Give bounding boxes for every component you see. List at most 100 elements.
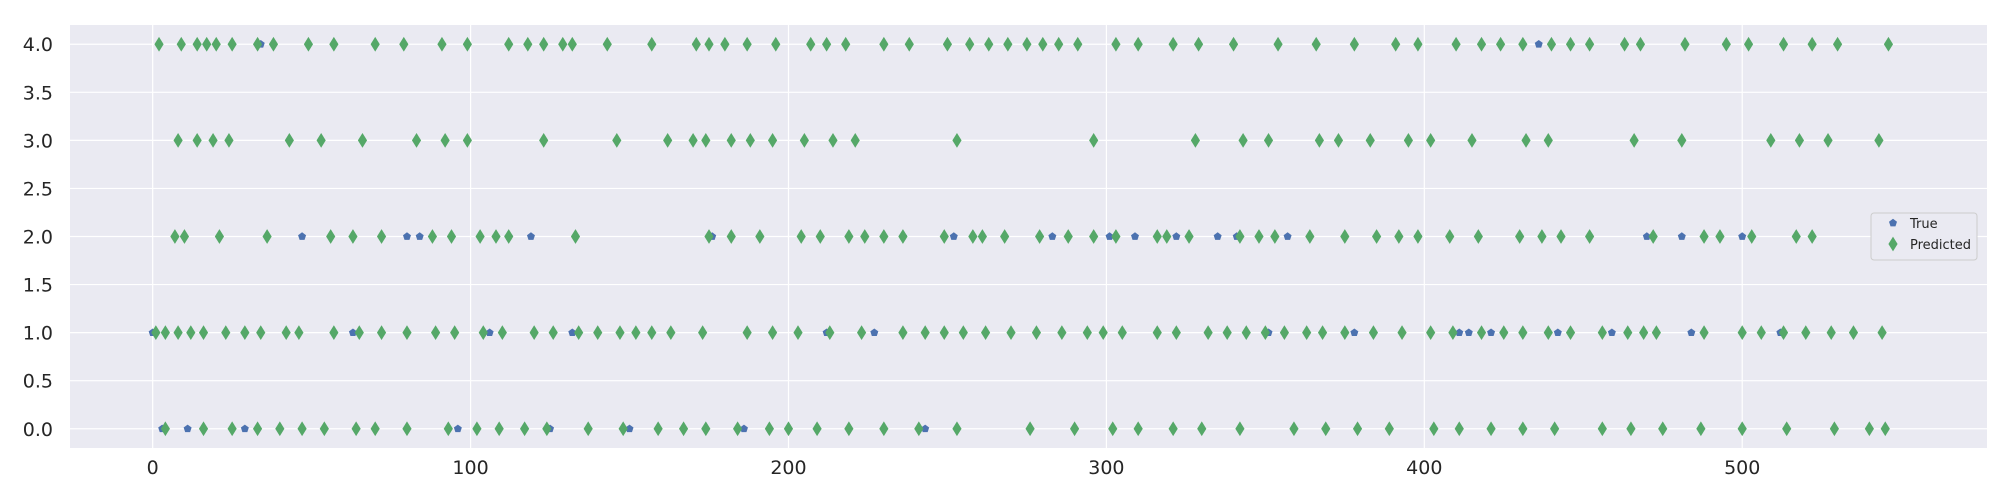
point-predicted	[1235, 421, 1245, 437]
point-true	[921, 424, 930, 433]
point-predicted	[252, 421, 263, 437]
point-predicted	[612, 132, 622, 148]
y-tick-label: 2.5	[23, 178, 53, 200]
point-predicted	[1597, 325, 1607, 341]
point-predicted	[952, 421, 962, 437]
point-predicted	[297, 421, 307, 437]
x-tick-label: 400	[1406, 457, 1442, 479]
point-predicted	[558, 36, 568, 52]
point-predicted	[850, 132, 860, 148]
point-true	[1687, 328, 1696, 337]
point-predicted	[914, 421, 924, 437]
point-predicted	[1451, 36, 1461, 52]
point-predicted	[726, 132, 736, 148]
point-predicted	[1426, 132, 1436, 148]
point-predicted	[1168, 36, 1178, 52]
point-predicted	[602, 36, 612, 52]
point-true	[739, 424, 748, 433]
point-predicted	[1623, 325, 1633, 341]
point-predicted	[1794, 132, 1805, 148]
point-predicted	[1848, 325, 1859, 341]
point-predicted	[1391, 36, 1401, 52]
point-predicted	[1597, 421, 1607, 437]
point-predicted	[446, 229, 457, 244]
point-predicted	[1184, 229, 1194, 244]
point-predicted	[1518, 325, 1528, 341]
point-true	[1607, 328, 1616, 337]
point-predicted	[1499, 325, 1509, 341]
point-predicted	[504, 36, 514, 52]
point-predicted	[1057, 325, 1067, 341]
point-predicted	[1877, 325, 1887, 341]
point-predicted	[1495, 36, 1506, 52]
point-predicted	[1550, 421, 1560, 437]
point-predicted	[1413, 229, 1423, 244]
point-true	[1534, 40, 1543, 48]
point-predicted	[647, 325, 657, 341]
point-predicted	[965, 36, 975, 52]
point-predicted	[1747, 229, 1757, 244]
point-predicted	[1486, 421, 1496, 437]
point-predicted	[898, 229, 908, 244]
point-predicted	[1340, 325, 1350, 341]
point-predicted	[427, 229, 438, 244]
point-true	[1677, 232, 1686, 240]
point-predicted	[1585, 36, 1595, 52]
point-predicted	[1000, 229, 1010, 244]
point-predicted	[1426, 325, 1436, 341]
point-true	[1455, 328, 1464, 337]
point-predicted	[440, 132, 450, 148]
point-predicted	[764, 421, 775, 437]
x-tick-label: 300	[1088, 457, 1124, 479]
point-predicted	[1171, 325, 1181, 341]
point-true	[1131, 232, 1139, 240]
point-predicted	[437, 36, 447, 52]
point-predicted	[173, 325, 183, 341]
point-predicted	[221, 325, 231, 341]
point-predicted	[160, 421, 170, 437]
point-predicted	[1658, 421, 1668, 437]
point-predicted	[491, 229, 501, 244]
point-predicted	[860, 229, 870, 244]
legend-predicted-marker	[1888, 236, 1898, 252]
y-tick-label: 3.0	[23, 130, 53, 152]
point-predicted	[1349, 36, 1359, 52]
point-predicted	[1467, 132, 1477, 148]
point-true	[1487, 328, 1496, 337]
point-predicted	[411, 132, 422, 148]
point-predicted	[1801, 325, 1811, 341]
point-predicted	[256, 325, 266, 341]
point-predicted	[539, 132, 549, 148]
y-tick-label: 4.0	[23, 34, 53, 56]
point-true	[485, 328, 494, 337]
point-predicted	[1069, 421, 1080, 437]
point-predicted	[1537, 229, 1547, 244]
point-true	[870, 328, 879, 337]
point-predicted	[767, 132, 778, 148]
legend-true-label: True	[1909, 217, 1938, 232]
point-predicted	[1565, 325, 1576, 341]
point-predicted	[968, 229, 978, 244]
y-axis-tick-labels: 0.0 0.5 1.0 1.5 2.0 2.5 3.0 3.5 4.0	[23, 34, 53, 441]
point-predicted	[904, 36, 914, 52]
point-predicted	[173, 132, 183, 148]
point-predicted	[1197, 421, 1207, 437]
point-predicted	[494, 421, 504, 437]
point-predicted	[1864, 421, 1874, 437]
point-true	[348, 328, 357, 337]
point-predicted	[1413, 36, 1423, 52]
point-predicted	[268, 36, 279, 52]
point-predicted	[240, 325, 250, 341]
point-predicted	[726, 229, 736, 244]
point-predicted	[977, 229, 988, 244]
y-tick-label: 0.0	[23, 419, 53, 441]
point-predicted	[1585, 229, 1595, 244]
point-predicted	[160, 325, 170, 341]
point-predicted	[1162, 229, 1172, 244]
point-predicted	[1651, 325, 1661, 341]
point-predicted	[443, 421, 453, 437]
point-predicted	[844, 229, 854, 244]
point-predicted	[1556, 229, 1566, 244]
point-predicted	[698, 325, 708, 341]
